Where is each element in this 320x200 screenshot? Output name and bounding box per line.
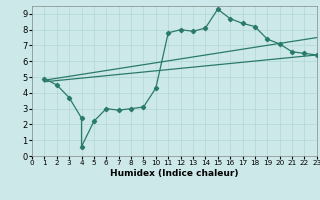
X-axis label: Humidex (Indice chaleur): Humidex (Indice chaleur) [110,169,239,178]
